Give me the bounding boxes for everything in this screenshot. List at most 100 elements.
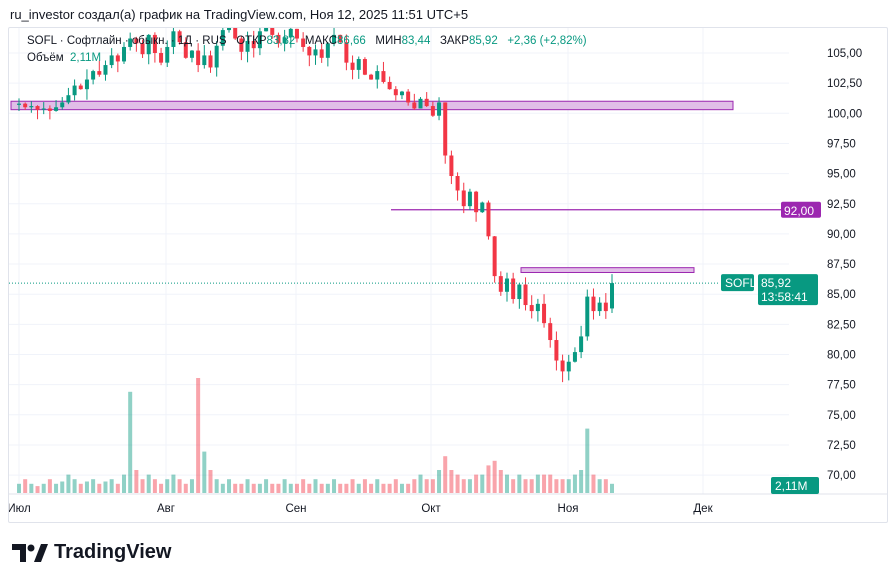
volume-bar — [443, 456, 448, 493]
volume-label: Объём — [27, 52, 64, 64]
candle-body — [189, 50, 194, 58]
candle-body — [560, 360, 565, 372]
volume-bar — [319, 483, 324, 493]
candle-body — [23, 103, 28, 108]
candle-body — [270, 28, 275, 35]
candle-body — [517, 284, 522, 300]
price-chart[interactable]: 105,00 102,50 100,00 97,50 95,00 92,50 90,00 87… — [9, 28, 887, 522]
y-tick-label: 82,50 — [827, 319, 856, 331]
y-tick-label: 105,00 — [827, 48, 862, 60]
volume-bar — [387, 483, 392, 493]
volume-bar — [412, 479, 417, 493]
candle-body — [276, 34, 281, 44]
volume-bar — [54, 483, 59, 493]
candle-body — [418, 98, 423, 109]
symbol-tag — [721, 274, 754, 292]
candle-body — [406, 91, 411, 103]
volume-value: 2,11M — [70, 52, 102, 64]
volume-tag-text: 2,11M — [775, 479, 807, 493]
candle-body — [443, 102, 448, 156]
volume-bar — [375, 479, 380, 493]
volume-bar — [220, 483, 225, 493]
candle-body — [165, 46, 170, 63]
volume-bar — [474, 474, 479, 493]
volume-bar — [338, 483, 343, 493]
support-zone — [10, 100, 734, 111]
candle-body — [115, 55, 120, 62]
brand-name: TradingView — [54, 541, 172, 563]
x-tick-label: Авг — [157, 503, 175, 515]
volume-bar — [23, 479, 28, 493]
y-tick-label: 70,00 — [827, 470, 856, 482]
volume-bar — [560, 479, 565, 493]
volume-bar — [325, 483, 330, 493]
candle-body — [387, 81, 392, 90]
volume-bar — [72, 479, 77, 493]
candle-body — [393, 89, 398, 96]
volume-bar — [467, 479, 472, 493]
volume-bar — [554, 479, 559, 493]
volume-bar — [449, 470, 454, 493]
volume-bar — [529, 479, 534, 493]
volume-bar — [17, 483, 21, 493]
candle-body — [227, 28, 232, 31]
candle-body — [208, 55, 213, 68]
volume-bar — [511, 479, 516, 493]
candle-body — [332, 34, 337, 44]
candle-body — [264, 28, 269, 32]
tradingview-logo[interactable]: TradingView — [12, 541, 171, 564]
volume-bar — [548, 474, 553, 493]
candle-body — [220, 30, 225, 46]
candle-body — [325, 43, 330, 58]
close-value: 85,92 — [468, 35, 498, 47]
symbol-legend: SOFL · Софтлайн · обыкн. · 1Д · RUS ОТКР… — [27, 35, 587, 47]
volume-bar — [597, 479, 602, 493]
candle-body — [566, 361, 571, 372]
candle-body — [597, 302, 602, 312]
candle-body — [399, 91, 404, 96]
volume-bar — [115, 483, 120, 493]
x-tick-label: Сен — [285, 503, 306, 515]
candle-body — [610, 283, 614, 309]
volume-bar — [78, 483, 83, 493]
candle-body — [412, 102, 417, 109]
candle-body — [542, 303, 547, 324]
chart-frame[interactable]: 105,00 102,50 100,00 97,50 95,00 92,50 90,00 87… — [8, 27, 888, 523]
volume-bar — [103, 481, 108, 493]
volume-bar — [245, 479, 250, 493]
volume-bar — [603, 479, 608, 493]
candle-body — [171, 31, 176, 47]
volume-bar — [455, 474, 460, 493]
open-label: ОТКР — [236, 35, 267, 47]
volume-bar — [492, 460, 497, 493]
volume-bar — [97, 483, 102, 493]
volume-bar — [437, 470, 442, 493]
candle-body — [301, 38, 306, 47]
candle-body — [84, 79, 89, 90]
volume-bar — [128, 391, 133, 493]
volume-bar — [91, 479, 96, 493]
volume-bar — [504, 474, 509, 493]
x-tick-label: Июл — [9, 503, 31, 515]
volume-bar — [189, 479, 194, 493]
volume-bar — [294, 483, 299, 493]
candle-body — [591, 296, 596, 312]
volume-bar — [66, 474, 71, 493]
candle-body — [66, 95, 71, 103]
candle-body — [251, 40, 256, 49]
candle-body — [159, 53, 164, 63]
candle-body — [54, 107, 59, 111]
candle-body — [146, 34, 151, 55]
candle-body — [60, 102, 65, 108]
volume-legend: Объём 2,11M — [27, 52, 101, 64]
volume-bar — [134, 470, 139, 493]
volume-bar — [350, 479, 355, 493]
symbol-tag-text: SOFL — [725, 276, 757, 290]
volume-bar — [35, 486, 40, 493]
candle-body — [504, 278, 509, 292]
candle-body — [313, 49, 318, 56]
candle-body — [152, 34, 157, 53]
candle-body — [492, 236, 497, 277]
volume-bar — [60, 481, 65, 493]
candle-body — [467, 191, 472, 207]
